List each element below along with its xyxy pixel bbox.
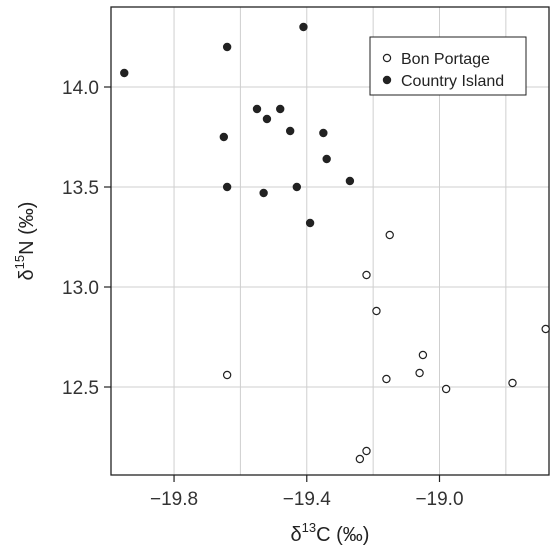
legend-label-bon-portage: Bon Portage xyxy=(401,51,490,68)
legend-marker-bon-portage xyxy=(382,53,392,63)
data-point-country-island xyxy=(276,104,285,114)
y-tick-label: 14.0 xyxy=(62,78,99,99)
data-point-country-island xyxy=(319,128,328,138)
data-point-bon-portage xyxy=(508,378,517,388)
legend-box xyxy=(369,36,527,96)
data-point-country-island xyxy=(219,132,229,142)
data-point-country-island xyxy=(345,176,355,186)
data-point-country-island xyxy=(305,218,315,228)
data-point-bon-portage xyxy=(362,270,371,280)
data-point-bon-portage xyxy=(362,446,371,456)
series-bon-portage xyxy=(222,230,550,464)
data-point-bon-portage xyxy=(355,454,365,464)
legend-label-country-island: Country Island xyxy=(401,73,504,90)
data-point-country-island xyxy=(259,188,268,198)
y-axis: 12.5 13.0 13.5 14.0 xyxy=(62,78,111,399)
series-country-island xyxy=(120,22,355,228)
data-point-country-island xyxy=(222,42,232,52)
legend-marker-country-island xyxy=(382,75,392,85)
data-point-country-island xyxy=(322,154,331,164)
y-tick-label: 12.5 xyxy=(62,378,99,399)
x-axis: −19.8 −19.4 −19.0 xyxy=(150,475,464,510)
data-point-country-island xyxy=(299,22,308,32)
data-point-bon-portage xyxy=(372,306,381,316)
data-point-bon-portage xyxy=(382,374,391,384)
data-point-country-island xyxy=(222,182,232,192)
data-point-country-island xyxy=(262,114,272,124)
y-tick-label: 13.0 xyxy=(62,278,99,299)
data-point-bon-portage xyxy=(222,370,232,380)
x-tick-label: −19.8 xyxy=(150,489,198,510)
plot-frame xyxy=(110,6,550,476)
x-tick-label: −19.4 xyxy=(283,489,332,510)
data-point-bon-portage xyxy=(415,368,424,378)
data-point-country-island xyxy=(120,68,129,78)
data-point-bon-portage xyxy=(385,230,394,240)
data-point-country-island xyxy=(252,104,262,114)
x-tick-label: −19.0 xyxy=(415,489,463,510)
data-points xyxy=(120,22,550,464)
legend: Bon Portage Country Island xyxy=(369,36,527,96)
data-point-country-island xyxy=(285,126,295,136)
y-tick-label: 13.5 xyxy=(62,178,99,199)
data-point-bon-portage xyxy=(441,384,451,394)
data-point-country-island xyxy=(292,182,302,192)
data-point-bon-portage xyxy=(541,324,550,334)
x-axis-title: δ13C (‰) xyxy=(291,520,370,546)
data-point-bon-portage xyxy=(418,350,428,360)
y-axis-title: δ15N (‰) xyxy=(12,202,38,281)
